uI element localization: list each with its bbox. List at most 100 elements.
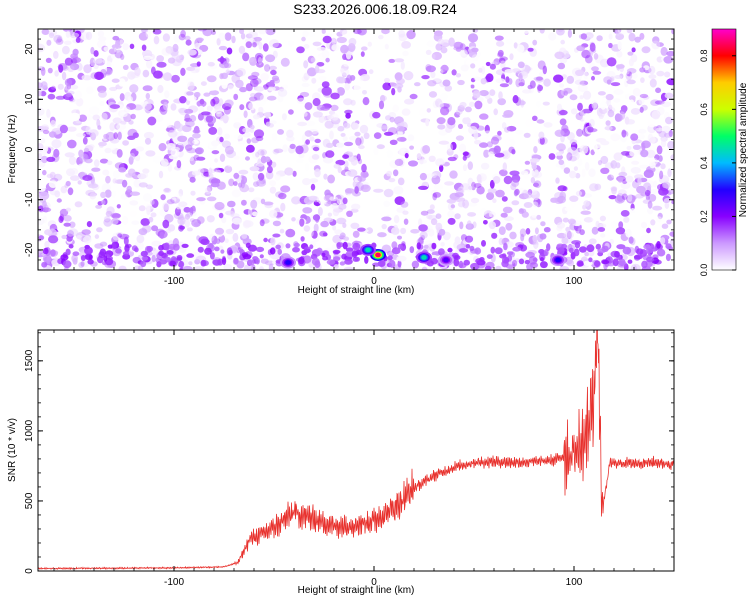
heatmap-cell [192, 133, 201, 139]
heatmap-cell [562, 217, 569, 223]
heatmap-cell [614, 75, 623, 79]
heatmap-cell [253, 92, 264, 101]
heatmap-cell [106, 61, 112, 68]
heatmap-cell [618, 258, 626, 267]
heatmap-cell [42, 169, 47, 176]
heatmap-cell [146, 184, 153, 190]
heatmap-cell [53, 148, 60, 158]
heatmap-cell [258, 42, 263, 50]
heatmap-cell [668, 129, 673, 137]
heatmap-cell [444, 181, 455, 186]
heatmap-cell [465, 244, 471, 249]
heatmap-cell [50, 249, 56, 257]
heatmap-cell [536, 76, 543, 81]
heatmap-cell [655, 127, 664, 132]
line-y-ticks: 0 500 1000 1500 [24, 332, 674, 574]
heatmap-cell [249, 128, 255, 133]
heatmap-cell [620, 182, 631, 190]
heatmap-cell [497, 130, 502, 136]
heatmap-cell [593, 53, 599, 60]
heatmap-cell [357, 227, 366, 232]
heatmap-cell [197, 29, 207, 32]
heatmap-cell [249, 96, 258, 102]
heatmap-cell [270, 237, 276, 246]
heatmap-cell [475, 206, 485, 212]
heatmap-cell [224, 32, 232, 41]
heatmap-cell [663, 130, 669, 135]
heatmap-cell [216, 181, 226, 190]
heatmap-cell [59, 56, 67, 63]
heatmap-cell [122, 215, 129, 225]
heatmap-cell [430, 71, 436, 79]
heatmap-cell [503, 242, 508, 251]
heatmap-cell [291, 217, 296, 222]
heatmap-cell [269, 180, 277, 187]
heatmap-cell [38, 217, 45, 226]
heatmap-cell [455, 187, 464, 195]
y-tick-label: 20 [24, 43, 35, 55]
heatmap-cell [135, 146, 145, 152]
heatmap-cell [202, 29, 213, 37]
heatmap-cell [630, 167, 641, 174]
heatmap-cell [389, 139, 398, 145]
heatmap-cell [572, 151, 580, 161]
heatmap-cell [233, 93, 239, 101]
heatmap-cell [663, 132, 673, 138]
heatmap-cell [112, 117, 122, 124]
heatmap-cell [216, 111, 223, 117]
heatmap-cell [130, 113, 136, 120]
heatmap-cell [472, 221, 477, 229]
heatmap-cell [53, 173, 63, 181]
heatmap-cell [298, 153, 305, 158]
heatmap-cell [249, 124, 255, 130]
heatmap-cell [531, 163, 537, 170]
heatmap-cell [446, 198, 456, 204]
heatmap-cell [241, 199, 247, 206]
heatmap-cell [628, 32, 636, 42]
heatmap-cell [343, 98, 353, 106]
heatmap-cell [165, 228, 172, 234]
heatmap-cell [341, 29, 350, 38]
heatmap-cell [437, 38, 445, 45]
heatmap-cell [595, 220, 600, 228]
chart-title: S233.2026.006.18.09.R24 [293, 1, 457, 17]
heatmap-cell [610, 160, 618, 169]
heatmap-cell [360, 51, 365, 57]
heatmap-cell [623, 216, 630, 223]
heatmap-cell [96, 119, 101, 128]
heatmap-cell [333, 264, 339, 269]
heatmap-cell [628, 236, 634, 244]
heatmap-cell [487, 97, 493, 104]
heatmap-cell [470, 262, 480, 270]
heatmap-cell [184, 35, 191, 41]
heatmap-cell [212, 259, 222, 266]
heatmap-cell [640, 234, 651, 243]
heatmap-cell [557, 89, 565, 99]
heatmap-cell [171, 74, 180, 83]
heatmap-cell [80, 31, 90, 41]
heatmap-cell [101, 64, 108, 74]
heatmap-cell [577, 102, 583, 111]
heatmap-cell [528, 255, 538, 265]
heatmap-cell [112, 35, 120, 41]
heatmap-cell [309, 178, 319, 184]
heatmap-cell [327, 174, 335, 184]
heatmap-cell [542, 101, 550, 106]
heatmap-cell [242, 127, 251, 133]
heatmap-cell [605, 93, 614, 101]
heatmap-cell [158, 250, 165, 257]
heatmap-cell [410, 229, 420, 234]
heatmap-cell [450, 204, 456, 209]
heatmap-cell [198, 105, 205, 114]
heatmap-cell [379, 95, 387, 102]
heatmap-cell [479, 136, 490, 142]
heatmap-cell [472, 90, 481, 99]
heatmap-cell [535, 76, 544, 83]
heatmap-cell [584, 71, 589, 77]
heatmap-cell [345, 188, 352, 196]
heatmap-cell [42, 129, 50, 135]
heatmap-cell [440, 242, 445, 247]
heatmap-cell [312, 98, 321, 107]
heatmap-cell [523, 192, 533, 199]
heatmap-cell [138, 205, 146, 212]
